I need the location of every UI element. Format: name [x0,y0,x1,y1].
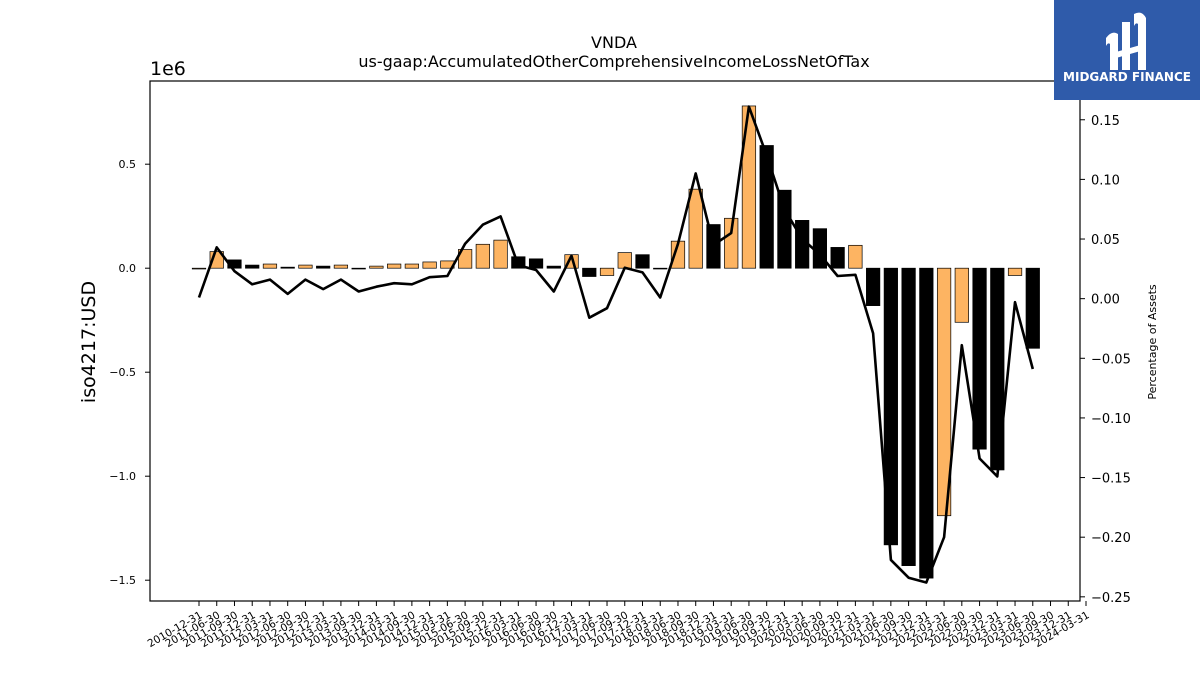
bar [848,244,863,269]
chart-title: VNDA [591,33,637,52]
y-offset-label: 1e6 [150,58,186,80]
y2-tick-label: −0.05 [1091,352,1131,367]
bar [635,254,650,269]
y-tick-label: 0.5 [119,158,137,171]
y2-tick-label: 0.10 [1091,173,1120,188]
bar [1007,267,1023,276]
bar [369,265,384,269]
bar [653,267,668,270]
y-tick-label: 0.0 [119,262,137,275]
bar [741,105,757,269]
bar [936,267,952,517]
bar [333,264,349,269]
midgard-finance-logo: MIDGARD FINANCE [1054,0,1200,100]
bar [191,267,207,270]
percentage-line [197,105,1035,584]
y-tick-label: −0.5 [109,366,136,379]
y2-tick-label: −0.10 [1091,412,1131,427]
bar [688,188,703,269]
y2-tick-label: 0.00 [1091,293,1120,308]
y-axis-label: iso4217:USD [78,281,100,403]
bar [972,267,987,450]
y2-axis-label: Percentage of Assets [1146,284,1159,400]
bar [759,145,774,269]
y2-tick-label: −0.25 [1091,591,1131,606]
line-layer [197,105,1035,584]
bar [404,263,419,269]
bar [493,239,508,269]
bar [617,252,632,269]
bar [387,263,402,269]
plot-frame [149,80,1081,602]
bar [351,267,366,270]
bar [830,247,845,269]
bar [475,243,490,269]
logo-text: MIDGARD FINANCE [1063,70,1191,84]
y2-tick-label: 0.15 [1091,114,1120,129]
bar [245,264,260,269]
ticks-layer: −1.5 −1.0 −0.5 0.0 0.5 −0.25 −0.20 −0.15 −0.10 −0… [109,114,1131,650]
bar [1025,267,1040,349]
bar [599,267,615,276]
bar [777,189,792,269]
bar [582,267,597,277]
bar [546,265,561,269]
bar [422,261,437,269]
logo-mark-icon [1106,12,1146,70]
bar [316,265,331,269]
y2-tick-label: 0.05 [1091,233,1120,248]
y2-tick-label: −0.20 [1091,531,1131,546]
y-tick-label: −1.0 [109,470,136,483]
bar [919,267,934,579]
bar [262,263,278,269]
bar [901,267,916,566]
y-tick-label: −1.5 [109,574,136,587]
bar [280,266,295,269]
bar [954,267,969,323]
y2-tick-label: −0.15 [1091,472,1131,487]
bar [866,267,881,306]
chart-subtitle: us-gaap:AccumulatedOtherComprehensiveInc… [358,52,869,71]
bar [528,258,544,269]
bar [724,217,739,269]
bar [458,249,473,269]
bars-layer [191,105,1040,579]
bar [298,264,313,269]
